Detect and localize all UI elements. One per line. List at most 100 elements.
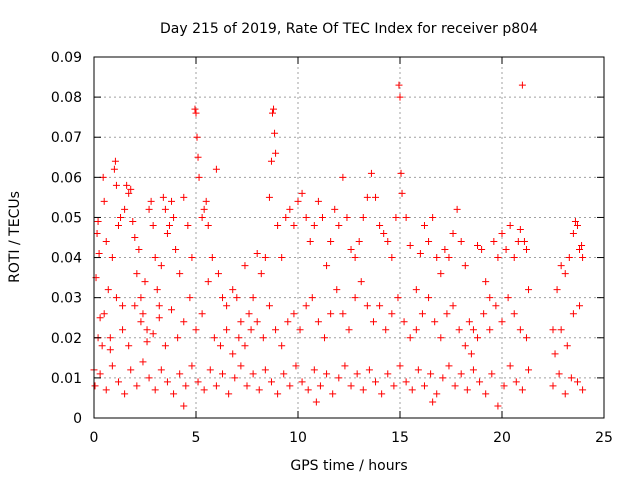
data-point: [100, 310, 108, 318]
data-point: [145, 374, 153, 382]
data-point: [549, 382, 557, 390]
data-point: [180, 402, 188, 410]
data-point: [449, 302, 457, 310]
data-point: [151, 386, 159, 394]
data-point: [525, 286, 533, 294]
data-point: [117, 213, 125, 221]
data-point: [553, 286, 561, 294]
y-tick-label: 0: [73, 411, 82, 427]
data-point: [367, 169, 375, 177]
data-point: [461, 262, 469, 270]
data-point: [216, 342, 224, 350]
data-point: [204, 278, 212, 286]
data-point: [302, 302, 310, 310]
data-point: [318, 213, 326, 221]
data-point: [157, 262, 165, 270]
data-point: [193, 133, 201, 141]
data-point: [149, 221, 157, 229]
data-point: [237, 318, 245, 326]
data-point: [576, 302, 584, 310]
data-point: [310, 221, 318, 229]
data-point: [98, 342, 106, 350]
data-point: [200, 386, 208, 394]
data-point: [551, 350, 559, 358]
data-point: [474, 334, 482, 342]
data-point: [443, 310, 451, 318]
y-tick-label: 0.05: [51, 210, 82, 226]
data-point: [486, 294, 494, 302]
data-point: [516, 225, 524, 233]
x-tick-label: 15: [391, 430, 409, 446]
data-point: [453, 205, 461, 213]
data-point: [455, 326, 463, 334]
data-point: [111, 157, 119, 165]
data-point: [316, 382, 324, 390]
data-point: [194, 153, 202, 161]
data-point: [121, 390, 129, 398]
data-point: [397, 169, 405, 177]
data-point: [223, 326, 231, 334]
data-point: [267, 157, 275, 165]
data-point: [237, 362, 245, 370]
y-tick-label: 0.09: [51, 50, 82, 66]
data-point: [414, 366, 422, 374]
data-point: [165, 221, 173, 229]
data-point: [431, 318, 439, 326]
data-point: [469, 366, 477, 374]
data-point: [522, 334, 530, 342]
data-point: [176, 370, 184, 378]
data-point: [398, 189, 406, 197]
data-point: [206, 366, 214, 374]
data-point: [323, 262, 331, 270]
x-tick-label: 20: [493, 430, 511, 446]
data-point: [518, 386, 526, 394]
data-point: [143, 326, 151, 334]
data-point: [514, 238, 522, 246]
data-point: [323, 370, 331, 378]
data-point: [280, 370, 288, 378]
data-point: [194, 378, 202, 386]
data-point: [139, 358, 147, 366]
data-point: [498, 229, 506, 237]
data-point: [155, 314, 163, 322]
data-point: [95, 250, 103, 258]
data-point: [396, 362, 404, 370]
y-tick-label: 0.02: [51, 331, 82, 347]
data-point: [500, 382, 508, 390]
data-point: [416, 250, 424, 258]
data-point: [112, 181, 120, 189]
data-point: [192, 109, 200, 117]
data-point: [127, 366, 135, 374]
data-point: [149, 330, 157, 338]
data-point: [573, 221, 581, 229]
data-point: [333, 286, 341, 294]
data-point: [125, 189, 133, 197]
data-point: [488, 370, 496, 378]
data-point: [335, 374, 343, 382]
data-point: [396, 93, 404, 101]
data-point: [253, 318, 261, 326]
data-point: [406, 242, 414, 250]
data-point: [272, 326, 280, 334]
data-point: [180, 318, 188, 326]
data-point: [347, 382, 355, 390]
data-point: [579, 386, 587, 394]
data-point: [170, 390, 178, 398]
data-point: [418, 310, 426, 318]
data-point: [384, 370, 392, 378]
data-point: [257, 270, 265, 278]
data-point: [394, 294, 402, 302]
data-point: [282, 213, 290, 221]
x-axis-label: GPS time / hours: [290, 458, 407, 474]
data-point: [259, 334, 267, 342]
data-point: [195, 173, 203, 181]
data-point: [172, 246, 180, 254]
data-point: [555, 370, 563, 378]
data-point: [445, 254, 453, 262]
data-point: [510, 310, 518, 318]
data-point: [219, 370, 227, 378]
data-point: [225, 390, 233, 398]
data-point: [210, 334, 218, 342]
y-tick-label: 0.06: [51, 170, 82, 186]
y-tick-label: 0.03: [51, 291, 82, 307]
